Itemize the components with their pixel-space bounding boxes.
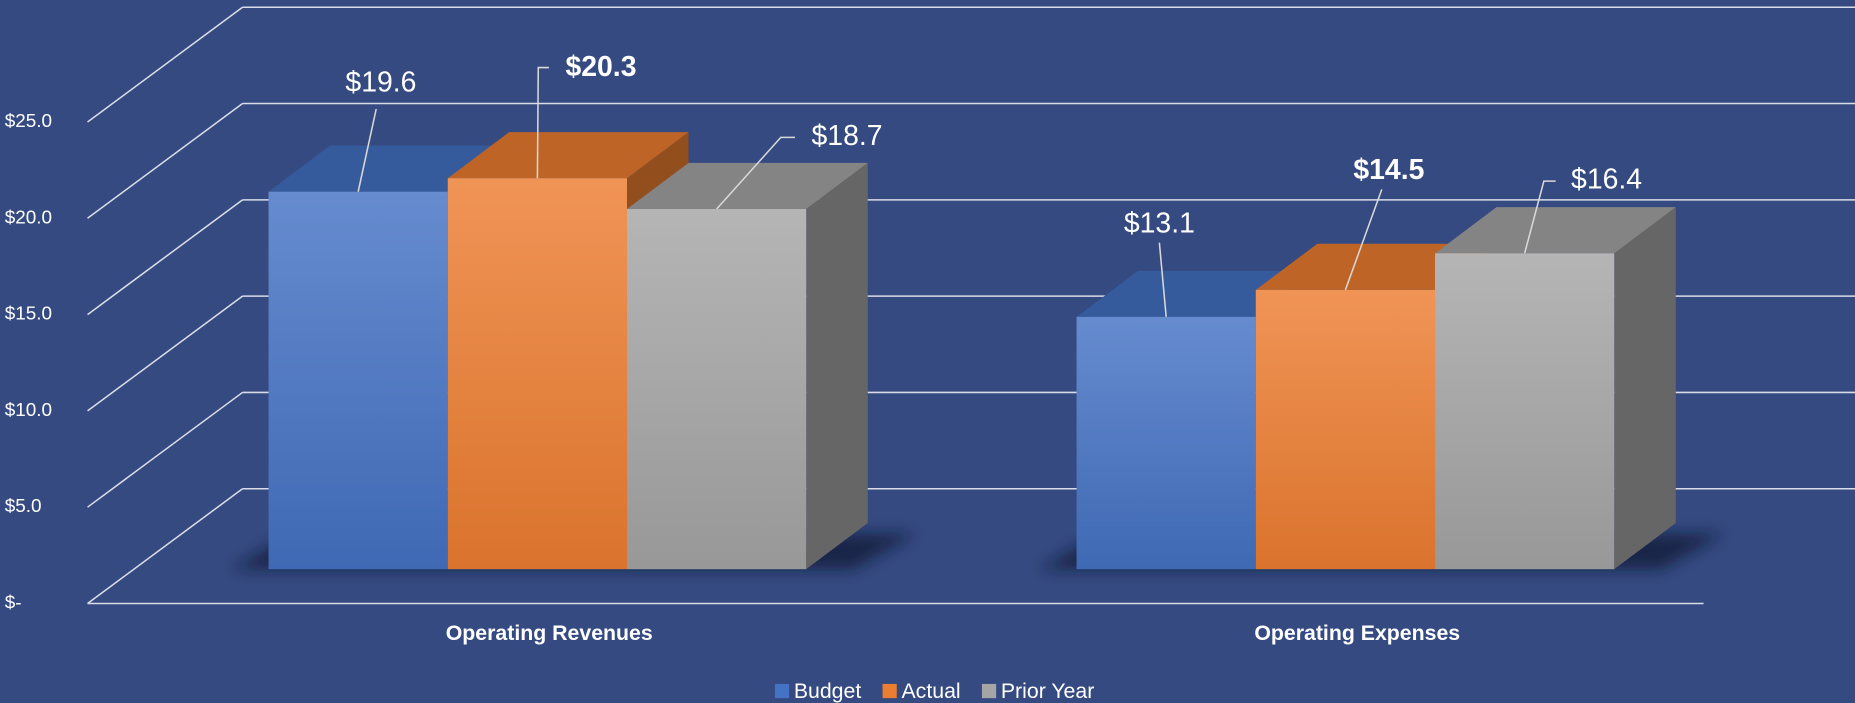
y-tick-label: $20.0	[5, 207, 52, 228]
leader-line	[1523, 180, 1556, 254]
bar-top	[627, 162, 868, 210]
y-tick-label: $10.0	[5, 400, 52, 421]
y-tick-label: $-	[5, 592, 22, 613]
bar	[1255, 289, 1436, 570]
legend-swatch	[981, 683, 997, 699]
leader-line	[1158, 242, 1167, 317]
grid-line	[87, 102, 243, 219]
grid-line	[87, 391, 243, 508]
y-tick-label: $25.0	[5, 111, 52, 132]
legend-swatch	[882, 683, 897, 699]
legend-label: Budget	[794, 679, 862, 703]
grid-line	[87, 488, 243, 605]
leader-line	[357, 108, 377, 192]
bar	[268, 191, 448, 570]
bar	[1435, 253, 1615, 570]
x-tick-label: Operating Revenues	[446, 621, 653, 645]
leader-line	[1344, 189, 1383, 291]
legend-label: Prior Year	[1001, 679, 1094, 703]
x-tick-label: Operating Expenses	[1254, 621, 1460, 645]
data-label: $18.7	[812, 120, 883, 152]
bar-side	[806, 162, 868, 570]
legend-swatch	[774, 683, 790, 699]
data-label: $13.1	[1124, 207, 1195, 239]
grid-line	[87, 6, 243, 123]
bar	[447, 178, 628, 570]
data-label: $16.4	[1571, 164, 1642, 196]
data-label: $19.6	[345, 67, 416, 99]
legend-label: Actual	[901, 679, 960, 703]
bar-top	[447, 132, 689, 179]
leader-line	[536, 66, 549, 179]
y-tick-label: $5.0	[5, 496, 42, 517]
bar	[627, 209, 807, 570]
data-label: $20.3	[565, 51, 636, 83]
grid-line	[87, 199, 243, 316]
bar-top	[1435, 207, 1676, 254]
bar	[1076, 316, 1256, 570]
bar-side	[1614, 207, 1676, 570]
grid-line	[87, 295, 243, 412]
y-tick-label: $15.0	[5, 304, 52, 325]
leader-line	[716, 136, 795, 210]
data-label: $14.5	[1353, 154, 1424, 186]
